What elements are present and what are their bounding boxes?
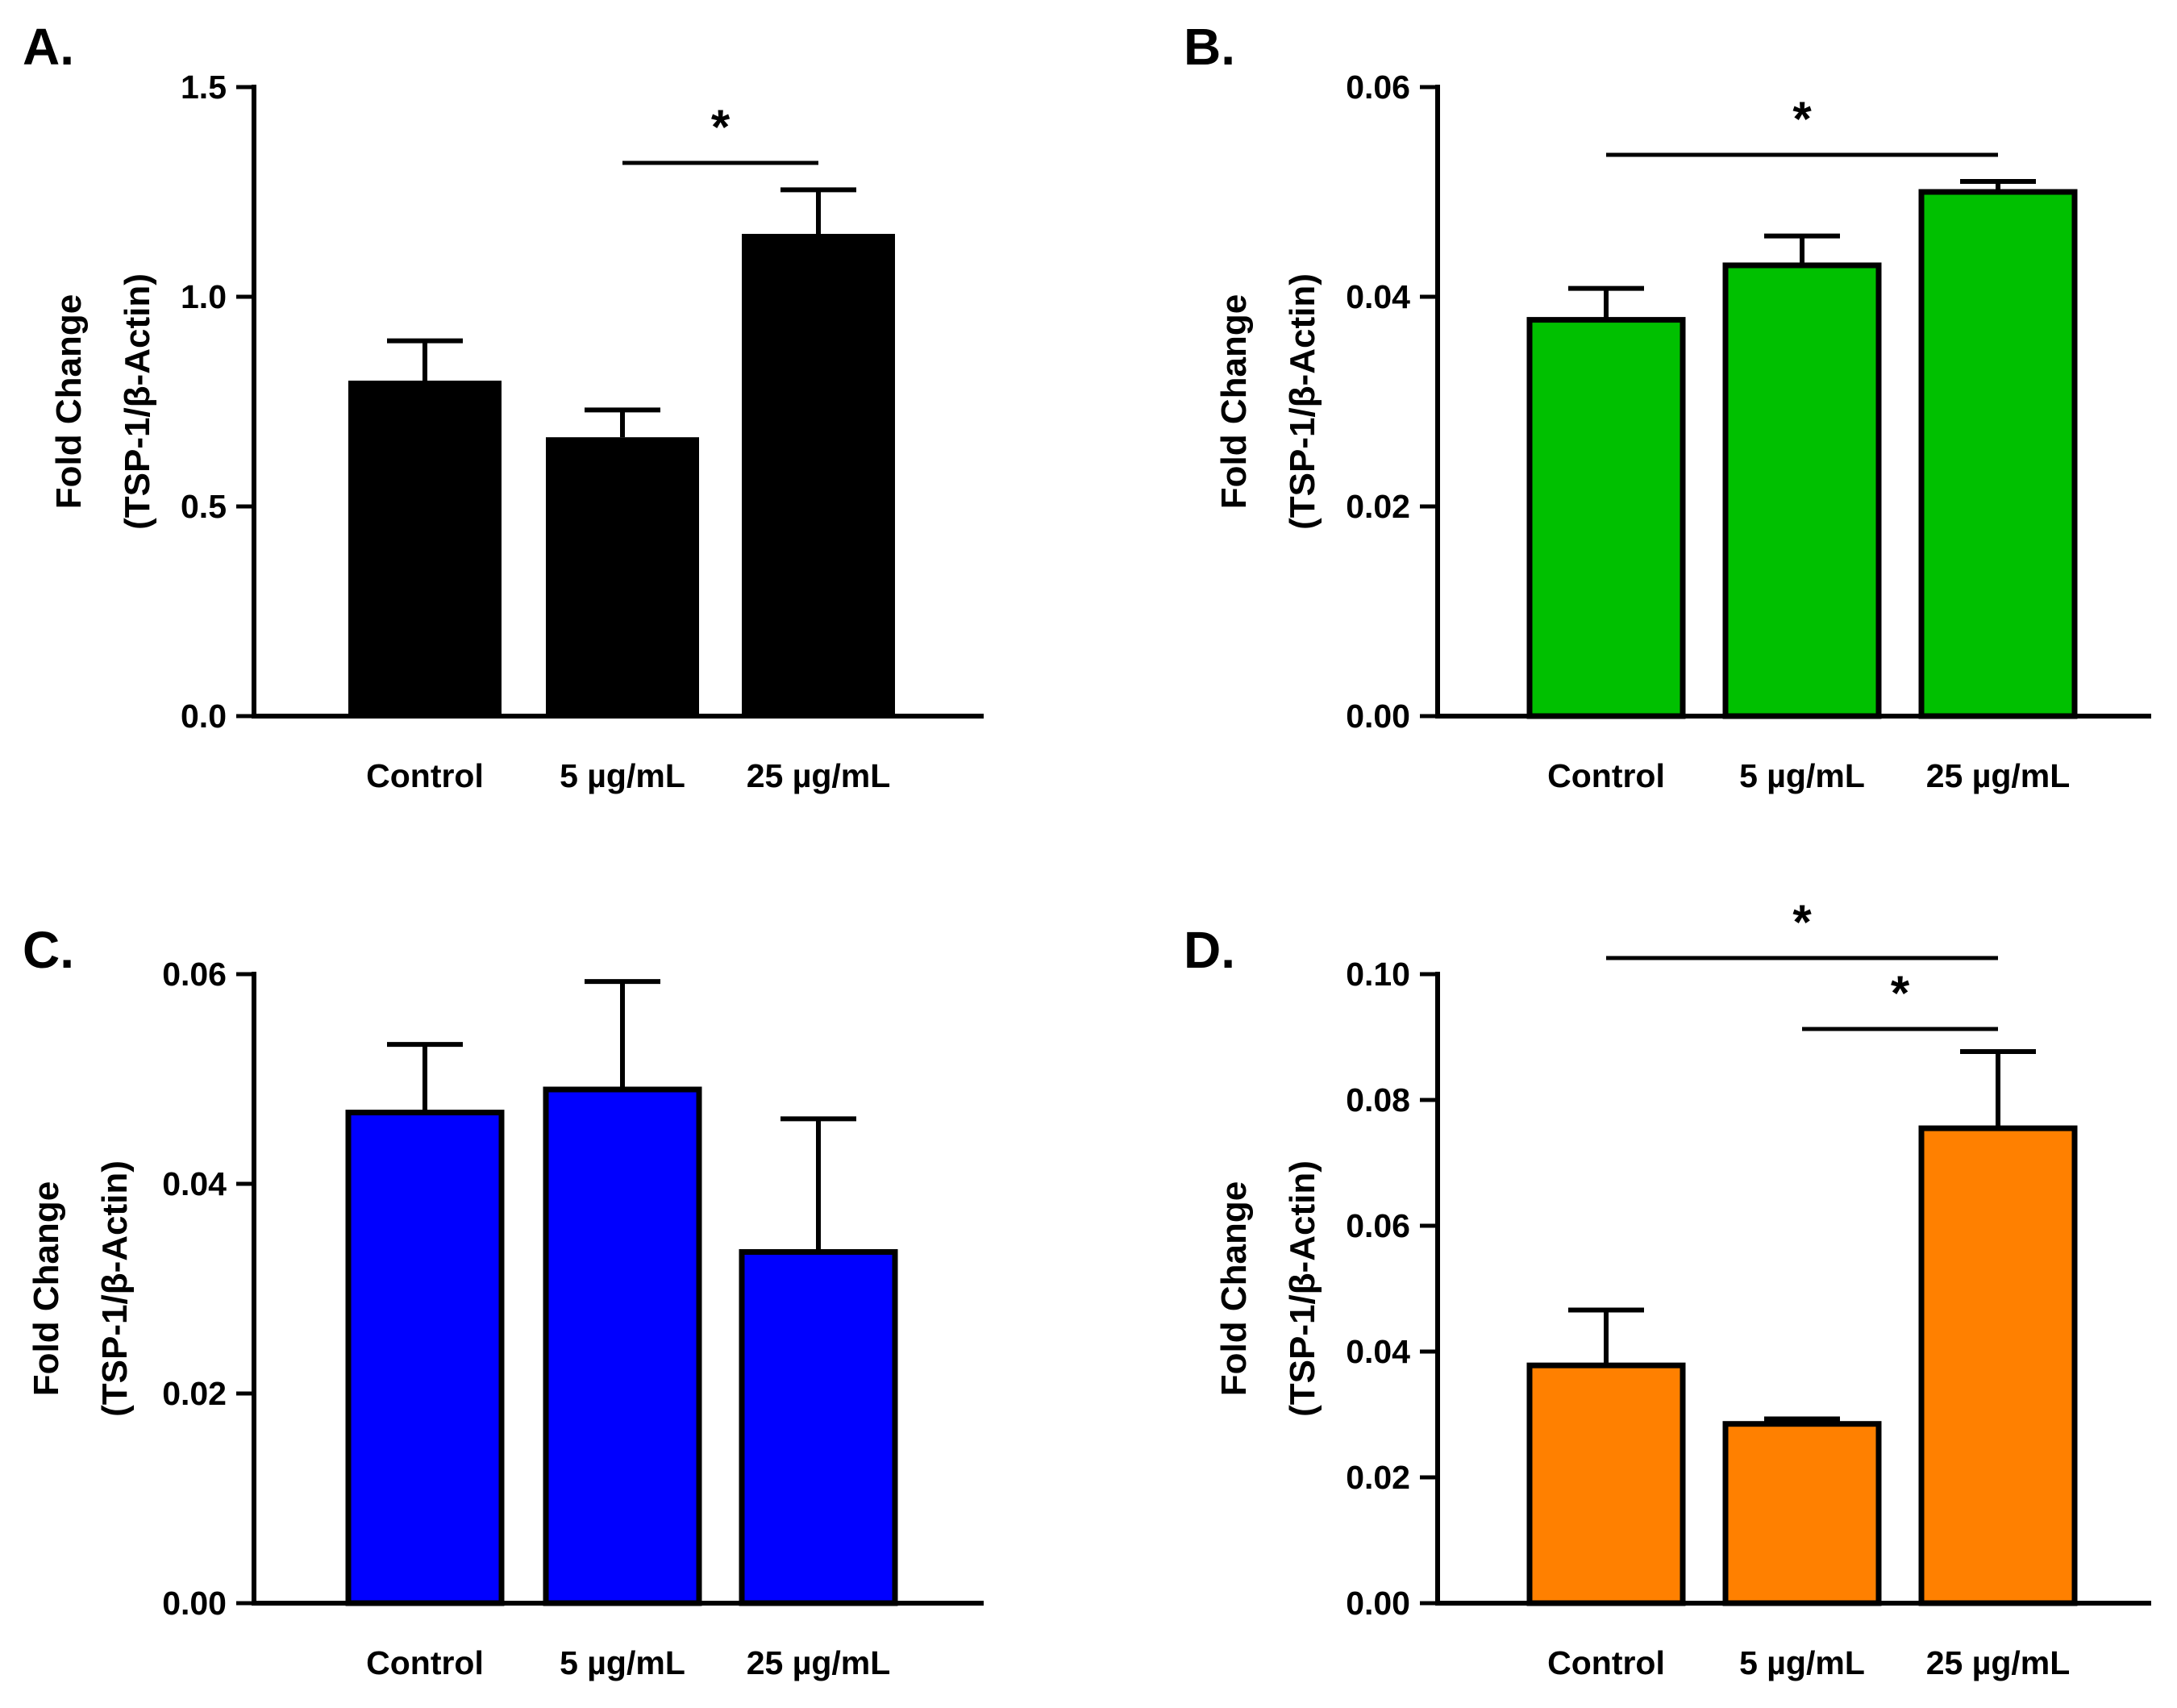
panel-c-x-tick-label-2: 5 µg/mL: [560, 1644, 685, 1681]
panel-c-bar-1: [345, 1110, 505, 1606]
panel-b-y-axis-title-line-1: Fold Change: [1214, 294, 1254, 509]
panel-b-y-tick-label: 0.02: [1346, 488, 1410, 525]
panel-d-bar-2: [1722, 1421, 1882, 1606]
panel-c-bar-3: [739, 1249, 898, 1606]
panel-a-bar-2: [546, 437, 699, 716]
panel-a-x-tick-label-1: Control: [366, 757, 484, 794]
panel-c-y-tick-label: 0.06: [162, 956, 227, 993]
panel-c-x-tick-label-3: 25 µg/mL: [747, 1644, 891, 1681]
panel-a-significance-star-1: *: [711, 100, 731, 154]
panel-d-y-tick-label: 0.02: [1346, 1459, 1410, 1496]
panel-d-x-tick-label-3: 25 µg/mL: [1926, 1644, 2071, 1681]
panel-d-y-tick-label: 0.08: [1346, 1081, 1410, 1119]
panel-d-y-tick-label: 0.04: [1346, 1333, 1410, 1370]
panel-d-y-tick-label: 0.00: [1346, 1585, 1410, 1622]
panel-d-y-tick-label: 0.06: [1346, 1207, 1410, 1244]
panel-a-y-tick-label: 0.5: [181, 488, 227, 525]
panel-a-letter: A.: [23, 18, 74, 76]
panel-b-bar-1: [1526, 317, 1686, 719]
panel-d-y-axis-title-line-1: Fold Change: [1214, 1181, 1254, 1396]
panel-c-y-tick-label: 0.00: [162, 1585, 227, 1622]
panel-d-significance-star-1: *: [1792, 895, 1812, 949]
panel-c-y-tick-label: 0.04: [162, 1165, 227, 1202]
panel-c-x-tick-label-1: Control: [366, 1644, 484, 1681]
panel-b-y-tick-label: 0.06: [1346, 69, 1410, 106]
panel-c-y-axis-title-line-2: (TSP-1/β-Actin): [95, 1160, 135, 1417]
panel-b-letter: B.: [1184, 18, 1235, 76]
panel-c-y-axis-title-line-1: Fold Change: [27, 1181, 66, 1396]
panel-d-y-tick-label: 0.10: [1346, 956, 1410, 993]
panel-d-significance-star-2: *: [1891, 966, 1910, 1020]
panel-d-x-tick-label-1: Control: [1547, 1644, 1665, 1681]
panel-b-bar-2: [1722, 262, 1882, 719]
panel-d-bar-1: [1526, 1362, 1686, 1606]
panel-b-y-axis-title-line-2: (TSP-1/β-Actin): [1283, 273, 1322, 530]
panel-b-x-tick-label-2: 5 µg/mL: [1739, 757, 1865, 794]
panel-a-y-axis-title-line-2: (TSP-1/β-Actin): [118, 273, 157, 530]
panel-a-bar-1: [348, 381, 502, 716]
panel-d-letter: D.: [1184, 921, 1235, 979]
panel-a-y-tick-label: 1.0: [181, 278, 227, 315]
panel-a-y-tick-label: 1.5: [181, 69, 227, 106]
panel-a-bar-3: [742, 234, 895, 716]
panel-c-y-tick-label: 0.02: [162, 1375, 227, 1412]
panel-a-y-tick-label: 0.0: [181, 698, 227, 735]
panel-d-bar-3: [1918, 1125, 2078, 1606]
panel-a-x-tick-label-3: 25 µg/mL: [747, 757, 891, 794]
panel-c-bar-2: [543, 1086, 702, 1606]
panel-b-x-tick-label-3: 25 µg/mL: [1926, 757, 2071, 794]
panel-b-x-tick-label-1: Control: [1547, 757, 1665, 794]
panel-b-y-tick-label: 0.04: [1346, 278, 1410, 315]
panel-b-y-tick-label: 0.00: [1346, 698, 1410, 735]
panel-b-bar-3: [1918, 189, 2078, 719]
panel-c-letter: C.: [23, 921, 74, 979]
panel-a-y-axis-title-line-1: Fold Change: [49, 294, 89, 509]
panel-b-significance-star-1: *: [1792, 92, 1812, 146]
panel-d-x-tick-label-2: 5 µg/mL: [1739, 1644, 1865, 1681]
panel-d-y-axis-title-line-2: (TSP-1/β-Actin): [1283, 1160, 1322, 1417]
panel-a-x-tick-label-2: 5 µg/mL: [560, 757, 685, 794]
